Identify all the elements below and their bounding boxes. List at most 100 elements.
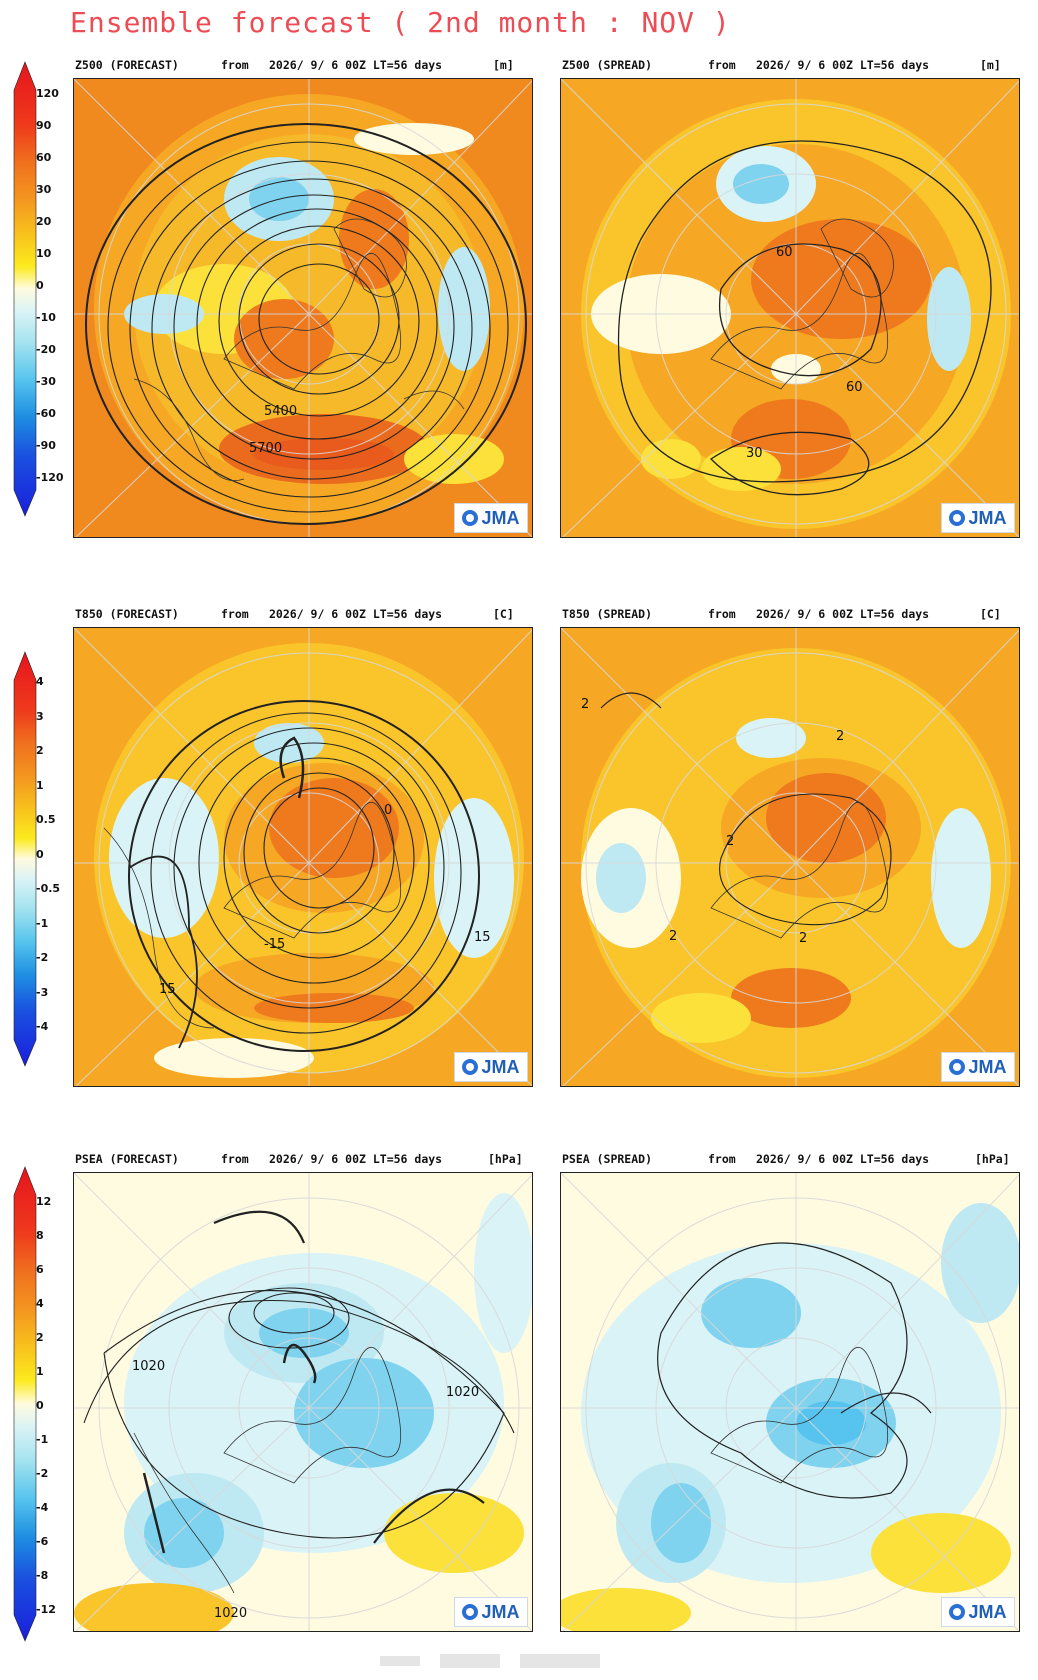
- tick-label: 2: [36, 1331, 44, 1344]
- tick-label: -1: [36, 917, 48, 930]
- panel-header: PSEA (FORECAST) from 2026/ 9/ 6 00Z LT=5…: [73, 1152, 533, 1170]
- contour-label: 1020: [214, 1606, 247, 1621]
- contour-label: 15: [474, 930, 491, 945]
- tick-label: 0.5: [36, 813, 56, 826]
- contour-label: 2: [836, 729, 844, 744]
- jma-logo-text: JMA: [968, 1056, 1007, 1077]
- panel-variable: Z500 (SPREAD): [562, 58, 653, 72]
- colorbar-t850: 4 3 2 1 0.5 0 -0.5 -1 -2 -3 -4: [12, 650, 82, 1070]
- colorbar-z500: 120 90 60 30 20 10 0 -10 -20 -30 -60 -90…: [12, 60, 82, 520]
- tick-label: 12: [36, 1195, 51, 1208]
- jma-logo-icon: [949, 1604, 966, 1620]
- panel-from: from: [221, 607, 249, 621]
- panel-psea-spread: PSEA (SPREAD) from 2026/ 9/ 6 00Z LT=56 …: [560, 1152, 1020, 1632]
- tick-label: -1: [36, 1433, 48, 1446]
- contour-label: 2: [669, 929, 677, 944]
- z500-tick-labels: 120 90 60 30 20 10 0 -10 -20 -30 -60 -90…: [36, 87, 64, 484]
- contour-label: 15: [159, 982, 176, 997]
- tick-label: 90: [36, 119, 52, 132]
- jma-logo-icon: [462, 1604, 479, 1620]
- tick-label: 8: [36, 1229, 44, 1242]
- contour-label: 30: [746, 446, 763, 461]
- tick-label: 3: [36, 710, 44, 723]
- map-z500-forecast[interactable]: 5400 5700 JMA: [73, 78, 533, 538]
- panel-time: 2026/ 9/ 6 00Z LT=56 days: [756, 607, 930, 621]
- panel-unit: [hPa]: [488, 1152, 523, 1166]
- tick-label: 6: [36, 1263, 44, 1276]
- tick-label: 0: [36, 848, 44, 861]
- contour-label: 5700: [249, 441, 282, 456]
- panel-unit: [C]: [980, 607, 1001, 621]
- contour-label: 2: [581, 697, 589, 712]
- map-t850-forecast[interactable]: -15 15 15 0 JMA: [73, 627, 533, 1087]
- tick-label: 2: [36, 744, 44, 757]
- tick-label: 60: [36, 151, 52, 164]
- contour-label: 1020: [446, 1385, 479, 1400]
- panel-time: 2026/ 9/ 6 00Z LT=56 days: [269, 607, 443, 621]
- panel-variable: T850 (FORECAST): [75, 607, 179, 621]
- contour-label: 2: [726, 834, 734, 849]
- jma-logo-icon: [949, 510, 966, 526]
- contour-label: 60: [776, 245, 793, 260]
- panel-t850-spread: T850 (SPREAD) from 2026/ 9/ 6 00Z LT=56 …: [560, 607, 1020, 1087]
- panel-time: 2026/ 9/ 6 00Z LT=56 days: [269, 58, 443, 72]
- tick-label: -12: [36, 1603, 56, 1616]
- map-z500-spread[interactable]: 60 60 30 JMA: [560, 78, 1020, 538]
- tick-label: -6: [36, 1535, 49, 1548]
- tick-label: 10: [36, 247, 52, 260]
- tick-label: -90: [36, 439, 56, 452]
- map-t850-spread[interactable]: 2 2 2 2 2 JMA: [560, 627, 1020, 1087]
- jma-logo: JMA: [941, 1052, 1015, 1082]
- tick-label: -3: [36, 986, 48, 999]
- tick-label: -10: [36, 311, 56, 324]
- tick-label: -60: [36, 407, 56, 420]
- panel-variable: T850 (SPREAD): [562, 607, 653, 621]
- panel-time: 2026/ 9/ 6 00Z LT=56 days: [269, 1152, 443, 1166]
- jma-logo: JMA: [941, 1597, 1015, 1627]
- panel-header: T850 (FORECAST) from 2026/ 9/ 6 00Z LT=5…: [73, 607, 533, 625]
- tick-label: 4: [36, 1297, 44, 1310]
- page-title: Ensemble forecast ( 2nd month : NOV ): [70, 6, 731, 39]
- tick-label: 4: [36, 675, 44, 688]
- tick-label: -20: [36, 343, 56, 356]
- jma-logo: JMA: [454, 1597, 528, 1627]
- panel-from: from: [708, 1152, 736, 1166]
- tick-label: -0.5: [36, 882, 60, 895]
- tick-label: 1: [36, 779, 44, 792]
- panel-psea-forecast: PSEA (FORECAST) from 2026/ 9/ 6 00Z LT=5…: [73, 1152, 533, 1632]
- panel-t850-forecast: T850 (FORECAST) from 2026/ 9/ 6 00Z LT=5…: [73, 607, 533, 1087]
- panel-z500-spread: Z500 (SPREAD) from 2026/ 9/ 6 00Z LT=56 …: [560, 58, 1020, 538]
- t850-tick-labels: 4 3 2 1 0.5 0 -0.5 -1 -2 -3 -4: [36, 675, 60, 1033]
- jma-logo-text: JMA: [481, 1601, 520, 1622]
- panel-unit: [C]: [493, 607, 514, 621]
- jma-logo-text: JMA: [481, 1056, 520, 1077]
- tick-label: 0: [36, 1399, 44, 1412]
- tick-label: 120: [36, 87, 59, 100]
- tick-label: 30: [36, 183, 52, 196]
- tick-label: -4: [36, 1020, 49, 1033]
- tick-label: 1: [36, 1365, 44, 1378]
- tick-label: -120: [36, 471, 64, 484]
- panel-header: Z500 (FORECAST) from 2026/ 9/ 6 00Z LT=5…: [73, 58, 533, 76]
- tick-label: -4: [36, 1501, 49, 1514]
- tick-label: 0: [36, 279, 44, 292]
- jma-logo: JMA: [454, 503, 528, 533]
- jma-logo: JMA: [941, 503, 1015, 533]
- panel-variable: PSEA (SPREAD): [562, 1152, 653, 1166]
- tick-label: -30: [36, 375, 56, 388]
- panel-from: from: [221, 1152, 249, 1166]
- contour-label: 0: [384, 803, 392, 818]
- map-psea-forecast[interactable]: 1020 1020 1020 JMA: [73, 1172, 533, 1632]
- contour-label: 1020: [132, 1359, 165, 1374]
- map-psea-spread[interactable]: JMA: [560, 1172, 1020, 1632]
- jma-logo-text: JMA: [481, 507, 520, 528]
- jma-logo-icon: [462, 1059, 479, 1075]
- watermark: [380, 1650, 660, 1672]
- colorbar-psea: 12 8 6 4 2 1 0 -1 -2 -4 -6 -8 -12: [12, 1165, 82, 1645]
- panel-header: Z500 (SPREAD) from 2026/ 9/ 6 00Z LT=56 …: [560, 58, 1020, 76]
- jma-logo-icon: [462, 510, 479, 526]
- panel-time: 2026/ 9/ 6 00Z LT=56 days: [756, 58, 930, 72]
- contour-label: 2: [799, 931, 807, 946]
- contour-label: 5400: [264, 404, 297, 419]
- tick-label: -2: [36, 1467, 48, 1480]
